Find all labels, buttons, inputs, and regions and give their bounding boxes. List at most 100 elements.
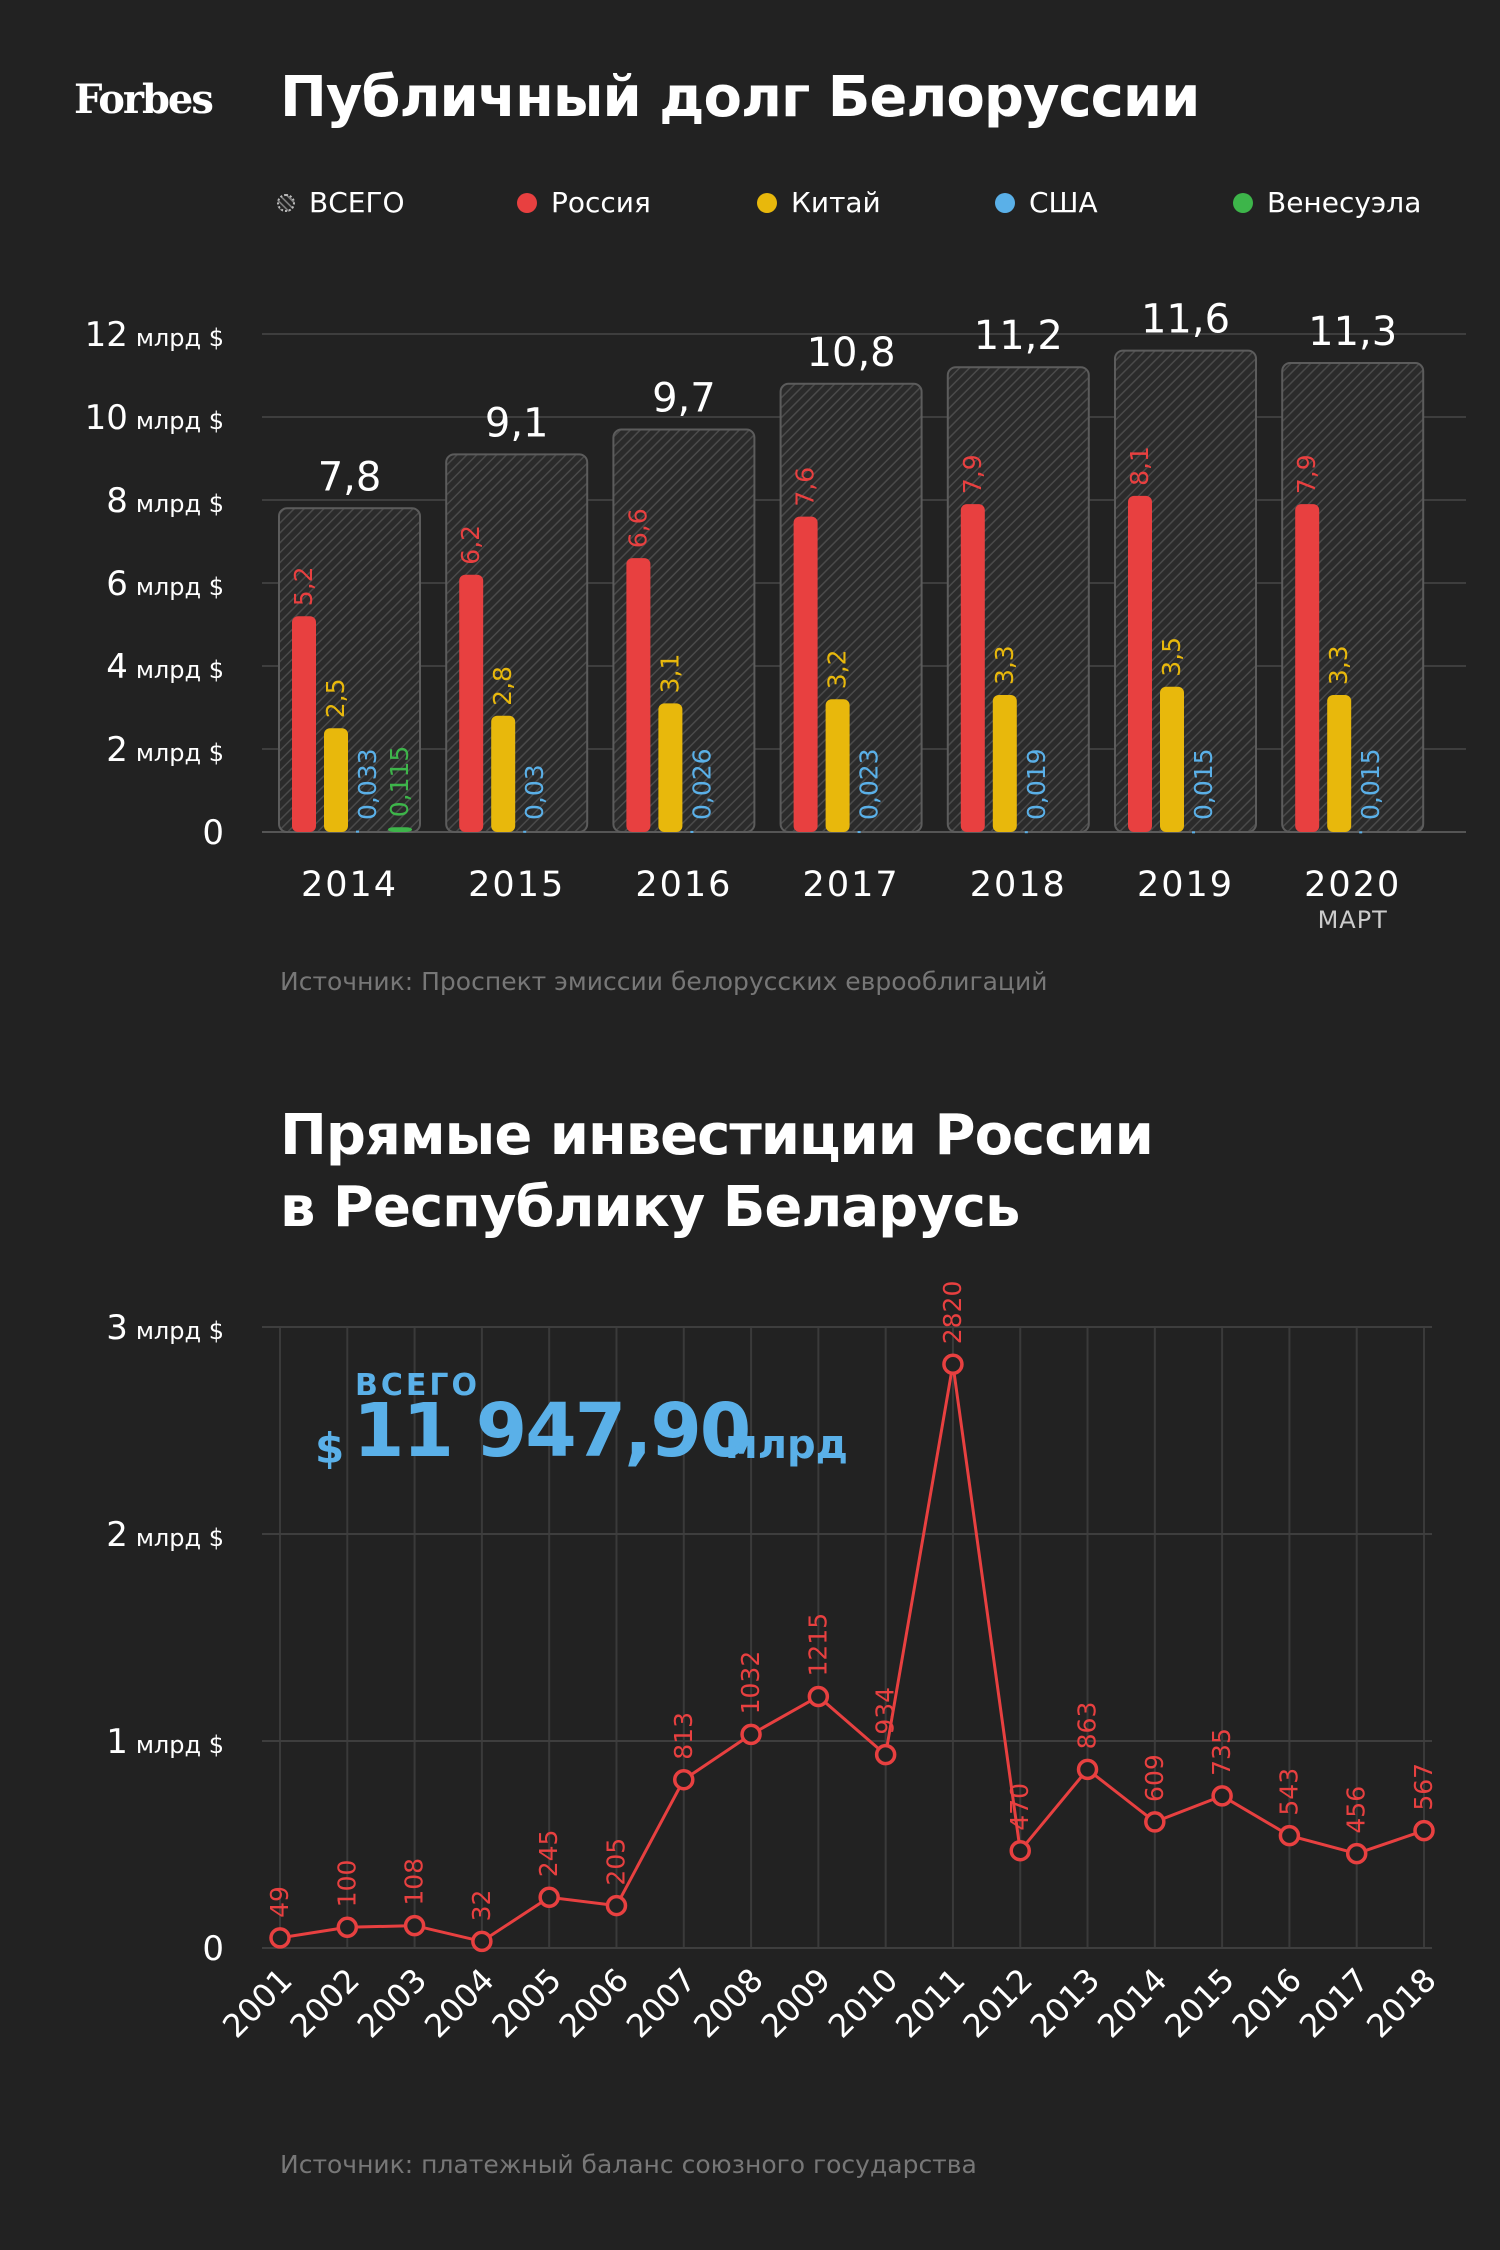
bar-russia-2018 [960,504,985,832]
y-tick-label-10: 10 млрд $ [85,398,224,438]
debt-bar-chart: 0 2 млрд $ 4 млрд $ 6 млрд $ 8 млрд $ 10 млрд $ 12 м… [85,297,1466,934]
legend-dot-venezuela [1233,192,1253,213]
y-tick-label-2000: 2 млрд $ [106,1515,224,1555]
legend-label-venezuela: Венесуэла [1267,186,1422,219]
point-label-2002: 100 [332,1860,361,1908]
point-2006 [605,1894,628,1917]
debt-chart-source: Источник: Проспект эмиссии белорусских е… [280,967,1048,996]
x-tick-label-2018: 2018 [1359,1961,1443,2045]
bar-china-2017 [825,699,850,832]
point-label-2015: 735 [1207,1728,1236,1776]
x-tick-label-2020: 2020 [1304,865,1401,905]
bar-usa-2019 [1192,831,1195,834]
point-label-2004: 32 [467,1890,496,1922]
point-2012 [1009,1839,1031,1862]
point-label-2008: 1032 [736,1651,765,1715]
bar-usa-2016 [690,830,694,833]
x-tick-label-2009: 2009 [754,1961,838,2045]
bar-russia-2016 [626,558,651,832]
bar-label-china-2017: 3,2 [823,649,852,689]
bar-label-russia-2014: 5,2 [289,566,318,606]
point-2017 [1345,1842,1368,1865]
legend-label-china: Китай [791,186,881,219]
x-tick-label-2008: 2008 [686,1961,770,2045]
total-value-label-2018: 11,2 [974,313,1063,359]
point-2001 [269,1927,291,1949]
point-2008 [740,1723,762,1746]
point-2009 [807,1685,830,1708]
bar-venezuela-2014 [388,827,412,832]
x-tick-label-2016: 2016 [635,865,732,905]
x-tick-sublabel-2020: МАРТ [1318,906,1388,934]
debt-chart-legend: ВСЕГО Россия Китай США Венесуэла [277,186,1427,219]
y-tick-label-2: 2 млрд $ [106,730,224,770]
bar-russia-2015 [459,574,484,832]
legend-item-russia: Россия [517,186,757,219]
legend-dot-total [277,193,295,212]
bar-usa-2015 [523,830,527,833]
bar-china-2016 [658,703,683,832]
point-2003 [403,1914,426,1937]
point-label-2010: 934 [871,1687,900,1735]
x-tick-label-2003: 2003 [350,1961,434,2045]
x-tick-label-2014: 2014 [301,865,398,905]
point-label-2012: 470 [1005,1783,1034,1831]
point-2005 [538,1886,560,1909]
total-value-label-2015: 9,1 [485,400,549,446]
bar-russia-2020 [1295,504,1320,832]
bar-label-usa-2016: 0,026 [687,748,716,820]
bar-usa-2018 [1024,831,1028,834]
x-tick-label-2017: 2017 [1292,1961,1376,2045]
y-tick-label-8: 8 млрд $ [106,481,224,521]
bar-usa-2014 [356,830,359,833]
bar-label-china-2014: 2,5 [321,678,350,718]
bar-label-russia-2018: 7,9 [958,454,987,494]
point-2013 [1076,1758,1099,1781]
y-tick-label-12: 12 млрд $ [85,315,224,355]
y-tick-label-1000: 1 млрд $ [106,1722,224,1762]
bar-label-china-2016: 3,1 [655,654,684,694]
investment-total-unit: млрд [725,1422,848,1468]
point-label-2001: 49 [265,1886,294,1918]
debt-chart-title: Публичный долг Белоруссии [280,65,1200,130]
point-label-2003: 108 [400,1858,429,1906]
bar-label-china-2015: 2,8 [488,666,517,706]
bar-china-2015 [491,715,516,832]
x-tick-label-2017: 2017 [803,865,900,905]
point-label-2016: 543 [1274,1768,1303,1816]
bar-label-china-2019: 3,5 [1157,637,1186,677]
investment-chart-source: Источник: платежный баланс союзного госу… [280,2150,977,2179]
total-value-label-2017: 10,8 [807,330,896,376]
x-tick-label-2011: 2011 [888,1961,972,2045]
y-tick-label-0: 0 [202,1929,224,1969]
total-value-label-2020: 11,3 [1308,309,1397,355]
bar-russia-2014 [292,616,316,832]
bar-label-russia-2017: 7,6 [791,467,820,507]
x-tick-label-2015: 2015 [468,865,565,905]
bar-usa-2020 [1359,831,1363,834]
bar-china-2014 [324,728,348,832]
legend-dot-usa [995,192,1015,213]
bar-label-russia-2019: 8,1 [1125,446,1154,486]
bar-label-china-2018: 3,3 [990,645,1019,685]
investment-chart-title: Прямые инвестиции России в Республику Бе… [280,1100,1154,1244]
legend-dot-china [757,192,777,213]
x-tick-label-2015: 2015 [1157,1961,1241,2045]
x-tick-label-2013: 2013 [1023,1961,1107,2045]
legend-label-russia: Россия [551,186,651,219]
legend-item-china: Китай [757,186,995,219]
bar-china-2019 [1160,686,1184,832]
investment-total-currency: $ [315,1424,345,1473]
x-tick-label-2001: 2001 [215,1961,299,2045]
point-2011 [942,1353,964,1376]
bar-label-russia-2016: 6,6 [623,508,652,548]
y-tick-label-3000: 3 млрд $ [106,1308,224,1348]
bar-label-usa-2014: 0,033 [353,748,382,820]
bar-label-russia-2015: 6,2 [456,525,485,565]
x-tick-label-2006: 2006 [552,1961,636,2045]
x-tick-label-2002: 2002 [282,1961,366,2045]
point-label-2009: 1215 [803,1613,832,1677]
x-tick-label-2005: 2005 [484,1961,568,2045]
bar-usa-2017 [857,831,861,834]
total-value-label-2014: 7,8 [318,454,382,500]
